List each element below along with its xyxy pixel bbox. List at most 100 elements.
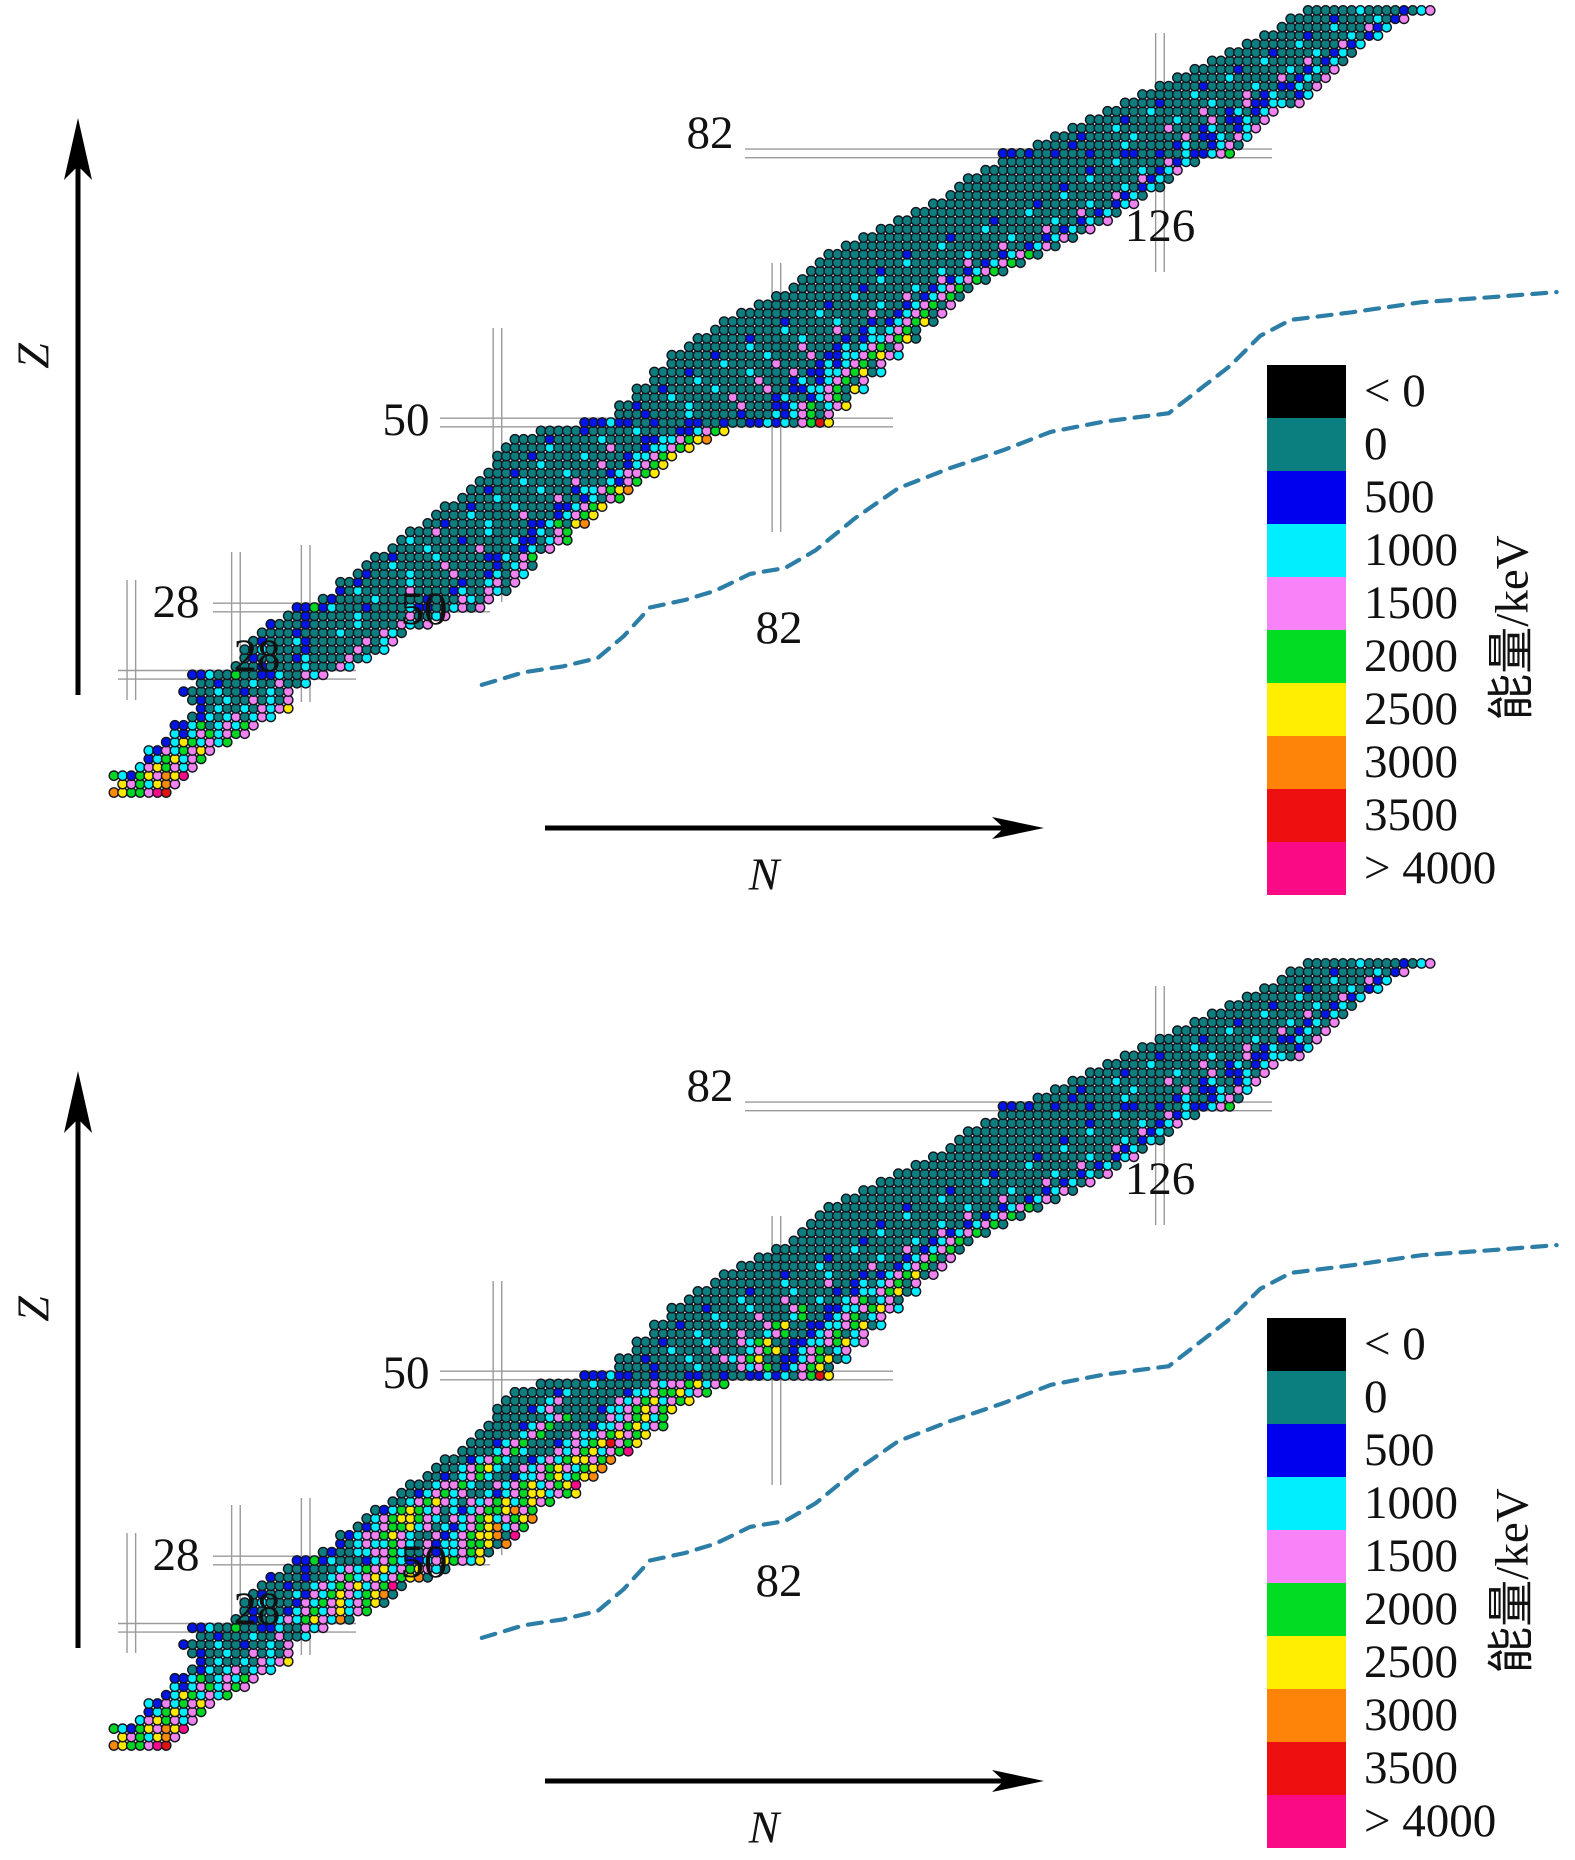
nuclide-dot — [718, 316, 730, 327]
nuclide-dot — [396, 1487, 407, 1499]
nuclide-dot — [1259, 30, 1270, 41]
nuclide-dot — [1180, 72, 1192, 84]
nuclide-dot — [265, 1571, 277, 1583]
legend-swatch — [1267, 1742, 1346, 1795]
nuclide-dot — [152, 1698, 163, 1709]
nuclide-dot — [422, 518, 434, 529]
legend-swatch — [1267, 630, 1346, 683]
nuclide-dot — [1206, 55, 1218, 67]
nuclide-dot — [195, 1622, 207, 1634]
nuclide-dot — [805, 1218, 817, 1230]
nuclide-dot — [901, 215, 913, 227]
chart-panel-b — [64, 958, 1559, 1792]
nuclide-dot — [605, 417, 617, 428]
nuclide-dot — [736, 1260, 747, 1272]
nuclide-dot — [1102, 1058, 1114, 1070]
legend-swatch — [1267, 1689, 1346, 1742]
legend-entry-label: > 4000 — [1364, 1795, 1497, 1847]
nuclide-dot — [404, 1479, 416, 1491]
dripline-curve — [479, 290, 1559, 688]
nuclide-dot — [1389, 958, 1401, 969]
nuclide-dot — [1337, 4, 1349, 16]
nuclide-dot — [710, 324, 721, 336]
nuclide-dot — [526, 433, 538, 445]
nuclide-dot — [771, 1243, 782, 1255]
nuclide-dot — [1154, 1033, 1166, 1045]
z-axis-arrowhead-icon — [64, 118, 92, 180]
legend-swatch — [1267, 1318, 1346, 1371]
nuclide-dot — [823, 248, 835, 260]
nuclide-dot — [186, 711, 198, 723]
nuclide-dot — [439, 501, 451, 512]
nuclide-dot — [1111, 1058, 1122, 1070]
nuclide-dot — [797, 1227, 808, 1238]
nuclide-dot — [274, 1571, 285, 1583]
nuclide-dot — [535, 425, 547, 437]
nuclide-dot — [666, 349, 678, 361]
nuclide-dot — [108, 1740, 120, 1751]
nuclide-dot — [1302, 958, 1314, 969]
nuclide-dot — [1128, 97, 1140, 109]
nuclide-dot — [361, 560, 373, 571]
nuclide-dot — [1337, 958, 1349, 969]
nuclide-dot — [753, 1252, 765, 1264]
nuclide-dot — [439, 1454, 451, 1466]
nuclide-dot — [291, 1555, 303, 1566]
nuclide-dot — [1355, 4, 1366, 16]
legend-swatch — [1267, 1795, 1346, 1848]
nuclide-dot — [1206, 1008, 1218, 1020]
nuclide-dot — [744, 1260, 756, 1272]
nuclide-dot — [553, 1378, 564, 1390]
nuclide-dot — [622, 1353, 634, 1365]
nuclide-dot — [1363, 4, 1375, 16]
nuclide-dot — [1285, 966, 1297, 978]
nuclide-dot — [1145, 1042, 1157, 1053]
magic-label-n28: 28 — [233, 1583, 281, 1635]
nuclide-dot — [596, 1370, 608, 1381]
nuclide-dot — [814, 1210, 826, 1222]
nuclide-dot — [282, 610, 294, 622]
nuclide-dot — [1416, 958, 1427, 969]
nuclide-dot — [893, 1168, 904, 1180]
nuclide-dot — [1259, 983, 1270, 994]
nuclide-dot — [988, 1117, 1000, 1129]
legend-entry-label: > 4000 — [1364, 842, 1497, 894]
legend-entry-label: 2000 — [1364, 1583, 1458, 1635]
nuclide-dot — [117, 770, 129, 782]
nuclide-dot — [1224, 1000, 1236, 1011]
nuclide-dot — [160, 1689, 172, 1701]
n-axis-arrowhead-icon — [992, 817, 1044, 839]
magic-label-n82: 82 — [755, 602, 803, 654]
nuclide-dot — [866, 232, 878, 243]
nuclide-dot — [561, 1378, 573, 1390]
nuclide-dot — [509, 1386, 521, 1398]
nuclide-dot — [378, 1504, 390, 1516]
nuclide-dot — [1076, 122, 1087, 134]
nuclide-dot — [1346, 958, 1358, 969]
nuclide-dot — [832, 248, 843, 260]
nuclide-dot — [858, 1185, 869, 1196]
nuclide-dot — [125, 1723, 137, 1735]
magic-label-z82: 82 — [686, 1060, 734, 1112]
nuclide-dot — [343, 576, 355, 588]
legend-swatch — [1267, 365, 1346, 418]
nuclide-dot — [178, 686, 190, 697]
nuclide-dot — [1111, 105, 1122, 117]
nuclide-dot — [1381, 958, 1393, 969]
legend-entry-label: 3500 — [1364, 789, 1458, 841]
nuclide-dot — [1302, 4, 1314, 16]
nuclide-dot — [1006, 1101, 1018, 1112]
nuclide-dot — [579, 1370, 590, 1381]
nuclide-dot — [1023, 147, 1035, 159]
nuclide-dot — [683, 1294, 695, 1306]
nuclide-dot — [1058, 131, 1070, 143]
magic-label-n126: 126 — [1124, 1153, 1196, 1205]
nuclide-dot — [1355, 958, 1366, 969]
nuclide-dot — [483, 467, 495, 479]
nuclide-dot — [317, 1546, 329, 1558]
nuclide-dot — [335, 576, 346, 588]
nuclide-dot — [361, 1513, 373, 1524]
nuclide-dot — [1267, 983, 1279, 994]
nuclide-dot — [631, 383, 643, 395]
legend-entry-label: 1000 — [1364, 524, 1458, 576]
